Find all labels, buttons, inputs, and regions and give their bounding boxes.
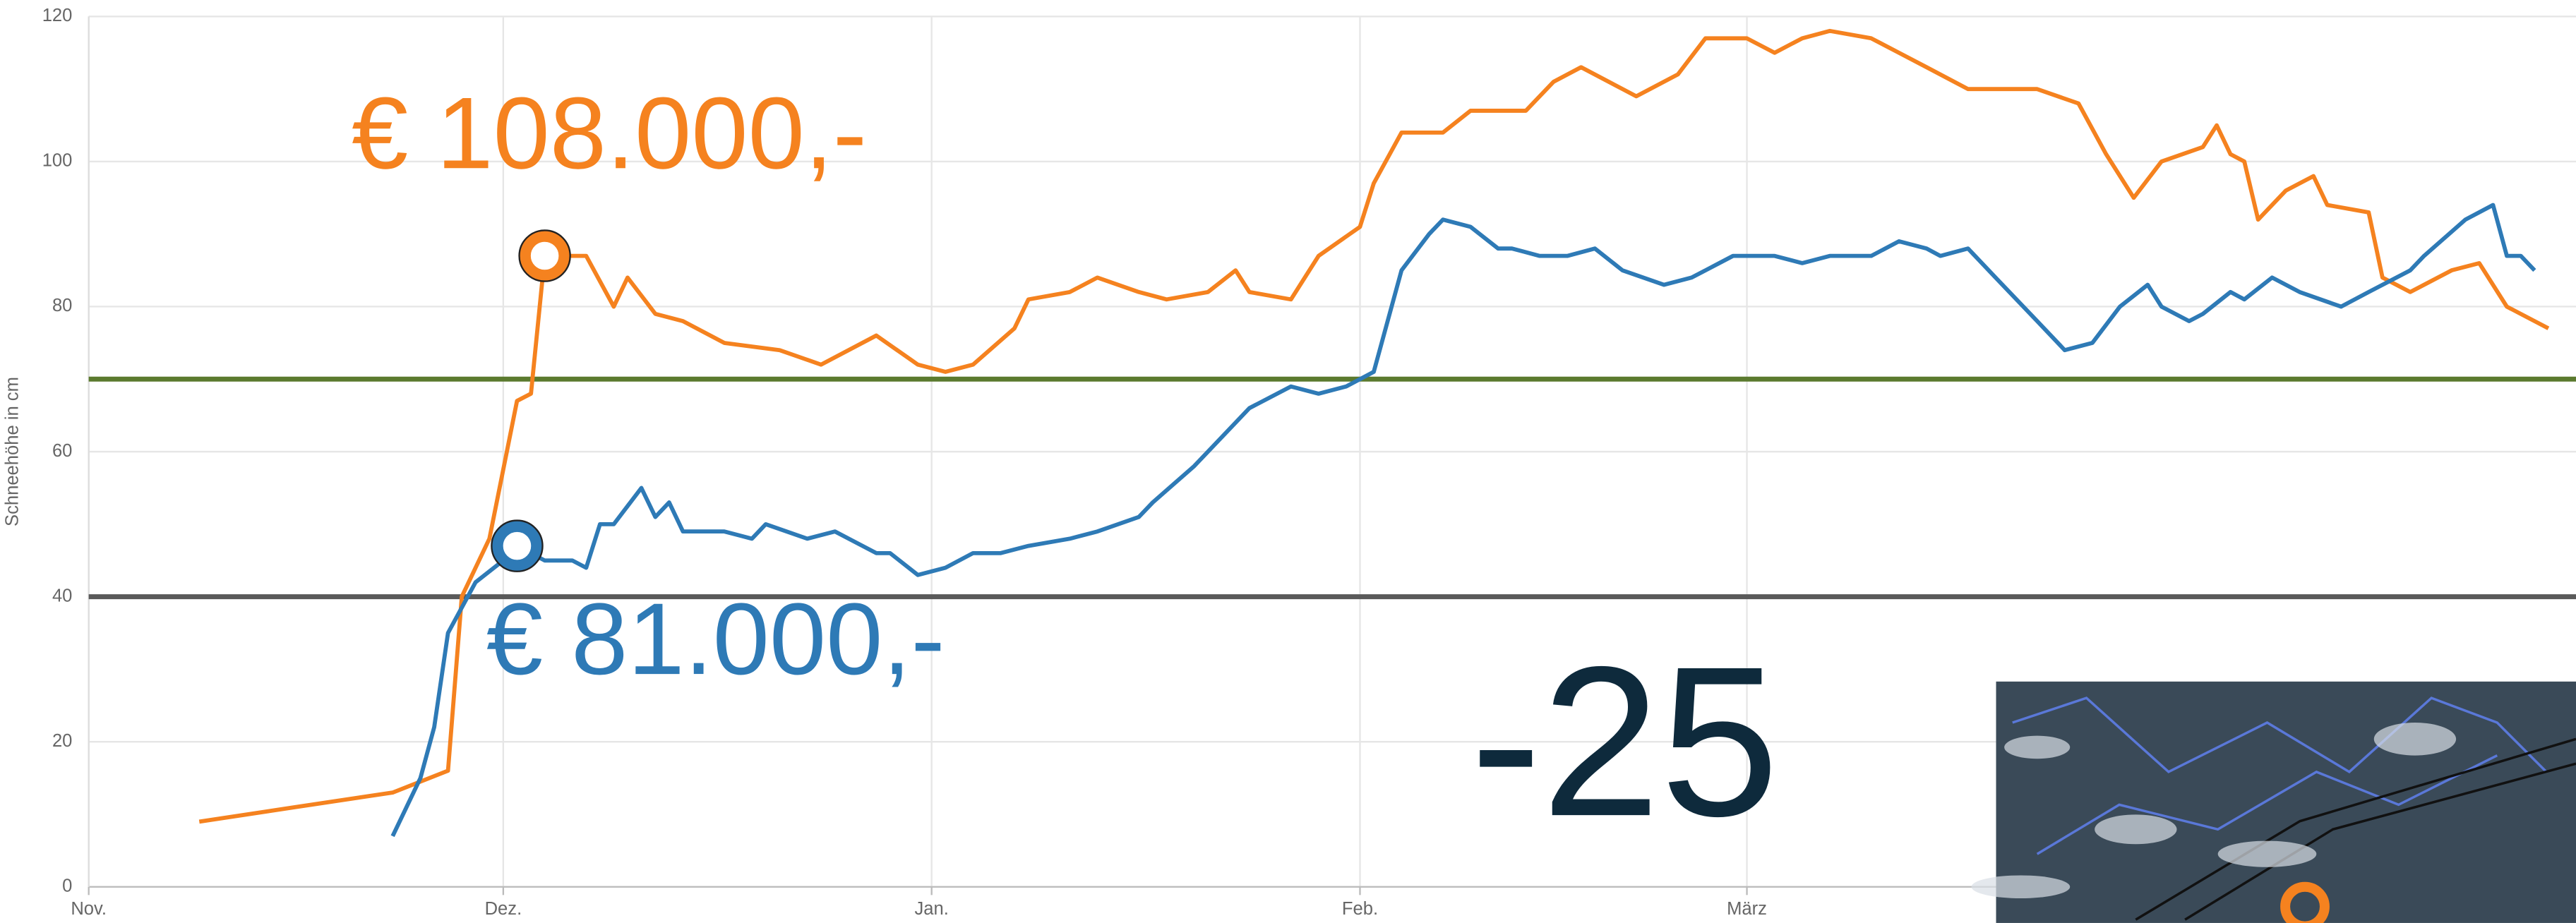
y-tick-label: 20 <box>52 731 72 751</box>
map-snow <box>2218 841 2317 867</box>
annotation: € 81.000,- <box>486 581 945 696</box>
y-tick-label: 80 <box>52 296 72 315</box>
chart: Schneehöhe in cm 0 20 40 60 80 100 120 Nov. Dez.… <box>0 0 2576 923</box>
y-axis-label: Schneehöhe in cm <box>2 377 22 526</box>
annotation: € 108.000,- <box>352 76 867 190</box>
map-snow <box>1972 875 2071 898</box>
x-tick-label: Jan. <box>915 899 949 919</box>
map-snow <box>2374 723 2456 756</box>
x-tick-label: Nov. <box>71 899 107 919</box>
y-tick-label: 60 <box>52 441 72 461</box>
map-snow <box>2004 736 2070 759</box>
x-tick-label: Dez. <box>485 899 522 919</box>
page: {"chart_data": { "type": "line", "y_labe… <box>0 0 2576 923</box>
highlight-marker <box>525 236 565 276</box>
x-tick-label: Feb. <box>1342 899 1378 919</box>
annotation: -25 <box>1470 622 1779 861</box>
map-inset <box>1972 682 2576 923</box>
map-background <box>1996 682 2576 923</box>
y-tick-label: 120 <box>42 6 73 25</box>
x-tick-label: März <box>1727 899 1767 919</box>
highlight-marker <box>498 526 537 566</box>
map-snow <box>2095 814 2176 844</box>
y-tick-label: 40 <box>52 586 72 605</box>
y-tick-label: 100 <box>42 151 73 171</box>
y-tick-label: 0 <box>62 876 72 896</box>
